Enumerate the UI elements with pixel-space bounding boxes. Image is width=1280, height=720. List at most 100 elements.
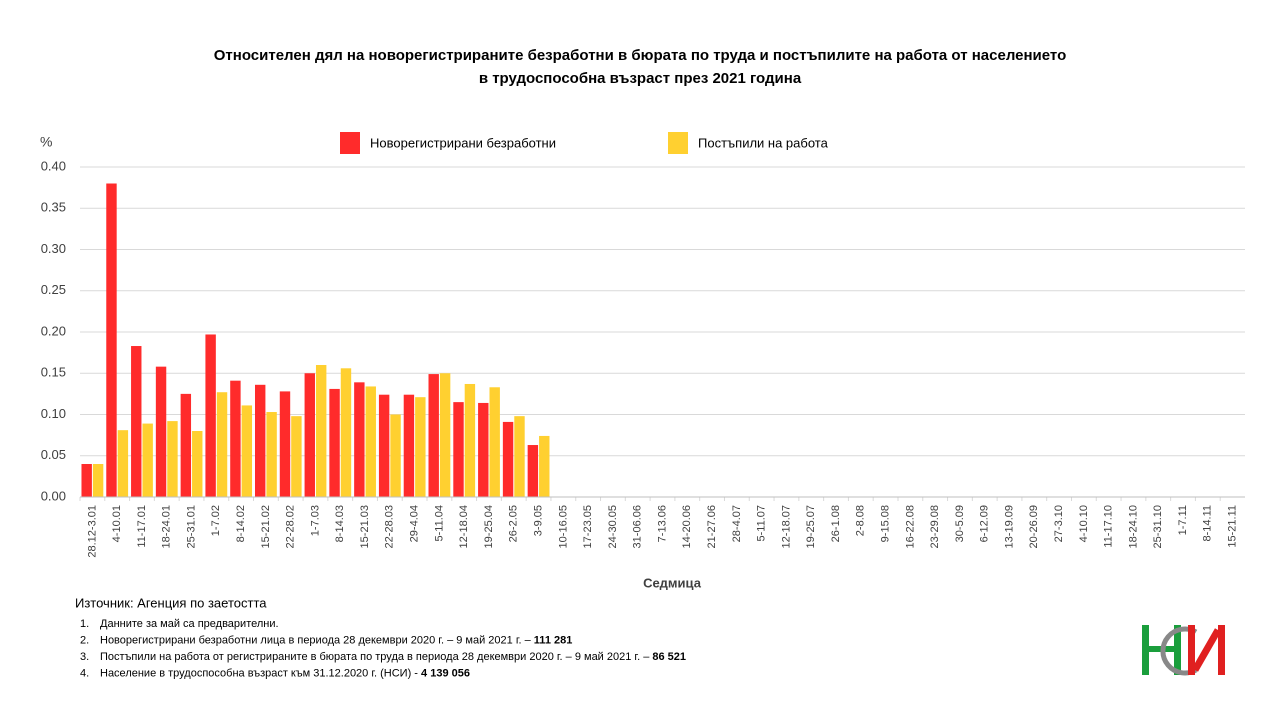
note-bold: 111 281: [534, 634, 573, 646]
x-tick-label: 24-30.05: [607, 505, 619, 548]
bar: [365, 386, 376, 497]
bar: [489, 387, 500, 497]
x-tick-label: 12-18.07: [780, 505, 792, 548]
bar: [415, 397, 426, 497]
x-tick-label: 11-17.01: [136, 505, 148, 548]
note: Новорегистрирани безработни лица в перио…: [100, 634, 572, 646]
x-tick-label: 11-17.10: [1103, 505, 1115, 548]
x-tick-label: 10-16.05: [557, 505, 569, 548]
x-tick-label: 17-23.05: [582, 505, 594, 548]
x-tick-label: 14-20.06: [681, 505, 693, 548]
bar: [354, 382, 365, 497]
x-tick-label: 27-3.10: [1053, 505, 1065, 542]
x-tick-label: 8-14.02: [235, 505, 247, 542]
bar: [464, 383, 476, 497]
bar: [192, 431, 203, 497]
bar: [291, 416, 302, 497]
x-tick-label: 21-27.06: [706, 505, 718, 548]
bar: [279, 391, 291, 497]
bar: [131, 346, 142, 497]
source: Източник: Агенция по заетостта: [75, 595, 267, 610]
bar: [92, 464, 104, 497]
x-tick-label: 1-7.03: [309, 505, 321, 536]
legend-swatch: [340, 132, 360, 154]
x-tick-label: 9-15.08: [879, 505, 891, 542]
note-text: Данните за май са предварителни.: [100, 618, 279, 630]
x-tick-label: 8-14.03: [334, 505, 346, 542]
bar: [378, 394, 390, 497]
y-tick-label: 0.35: [41, 200, 66, 215]
bar: [167, 421, 178, 497]
chart-title: Относителен дял на новорегистрираните бе…: [214, 47, 1066, 64]
bar: [155, 366, 167, 497]
x-tick-label: 2-8.08: [855, 505, 867, 536]
note-text: Постъпили на работа от регистрираните в …: [100, 651, 652, 663]
x-tick-label: 26-2.05: [508, 505, 520, 542]
x-tick-label: 8-14.11: [1202, 505, 1214, 542]
x-tick-label: 4-10.10: [1078, 505, 1090, 542]
note-text: Новорегистрирани безработни лица в перио…: [100, 634, 534, 646]
y-tick-label: 0.15: [41, 365, 66, 380]
bar: [527, 445, 539, 497]
x-tick-label: 31-06.06: [632, 505, 644, 548]
x-tick-label: 13-19.09: [1003, 505, 1015, 548]
y-tick-label: 0.10: [41, 406, 66, 421]
x-tick-label: 3-9.05: [532, 505, 544, 536]
note-bold: 4 139 056: [421, 667, 470, 679]
x-tick-label: 22-28.03: [384, 505, 396, 548]
y-tick-label: 0.30: [41, 241, 66, 256]
bar: [241, 405, 253, 497]
y-unit: %: [40, 134, 52, 150]
x-tick-label: 4-10.01: [111, 505, 123, 542]
bar: [453, 402, 464, 497]
bar: [502, 421, 514, 497]
x-tick-label: 18-24.10: [1127, 505, 1139, 548]
bar: [254, 384, 266, 497]
bar: [180, 393, 192, 497]
note-number: 2.: [80, 634, 89, 646]
x-tick-label: 29-4.04: [409, 505, 421, 542]
bar: [106, 183, 117, 497]
bar: [81, 464, 92, 497]
y-tick-label: 0.00: [41, 488, 66, 503]
bar: [266, 412, 277, 497]
bar: [478, 402, 489, 497]
note-number: 3.: [80, 651, 89, 663]
bar: [315, 365, 327, 497]
bar: [403, 394, 415, 497]
note-bold: 86 521: [652, 651, 686, 663]
x-tick-label: 6-12.09: [979, 505, 991, 542]
bar: [230, 380, 241, 497]
x-tick-label: 23-29.08: [929, 505, 941, 548]
x-tick-label: 28-4.07: [731, 505, 743, 542]
x-tick-label: 15-21.02: [260, 505, 272, 548]
y-tick-label: 0.20: [41, 323, 66, 338]
x-tick-label: 30-5.09: [954, 505, 966, 542]
x-tick-label: 20-26.09: [1028, 505, 1040, 548]
note-number: 1.: [80, 618, 89, 630]
y-tick-label: 0.25: [41, 282, 66, 297]
x-tick-label: 7-13.06: [656, 505, 668, 542]
chart-title: в трудоспособна възраст през 2021 година: [479, 70, 802, 87]
x-tick-label: 5-11.07: [756, 505, 768, 542]
bar: [539, 435, 550, 497]
x-tick-label: 19-25.04: [483, 505, 495, 548]
note-text: Население в трудоспособна възраст към 31…: [100, 667, 421, 679]
bar: [514, 416, 525, 497]
bar: [439, 373, 451, 497]
y-tick-label: 0.40: [41, 158, 66, 173]
bar: [216, 392, 228, 497]
bar: [117, 430, 129, 497]
bar: [142, 423, 153, 497]
note-number: 4.: [80, 667, 89, 679]
note: Население в трудоспособна възраст към 31…: [100, 667, 470, 679]
x-tick-label: 18-24.01: [161, 505, 173, 548]
x-tick-label: 15-21.11: [1227, 505, 1239, 548]
x-tick-label: 28.12-3.01: [86, 505, 98, 558]
logo: [1142, 625, 1225, 676]
x-tick-label: 25-31.10: [1152, 505, 1164, 548]
bar: [390, 414, 401, 497]
note: Данните за май са предварителни.: [100, 618, 279, 630]
x-tick-label: 19-25.07: [805, 505, 817, 548]
